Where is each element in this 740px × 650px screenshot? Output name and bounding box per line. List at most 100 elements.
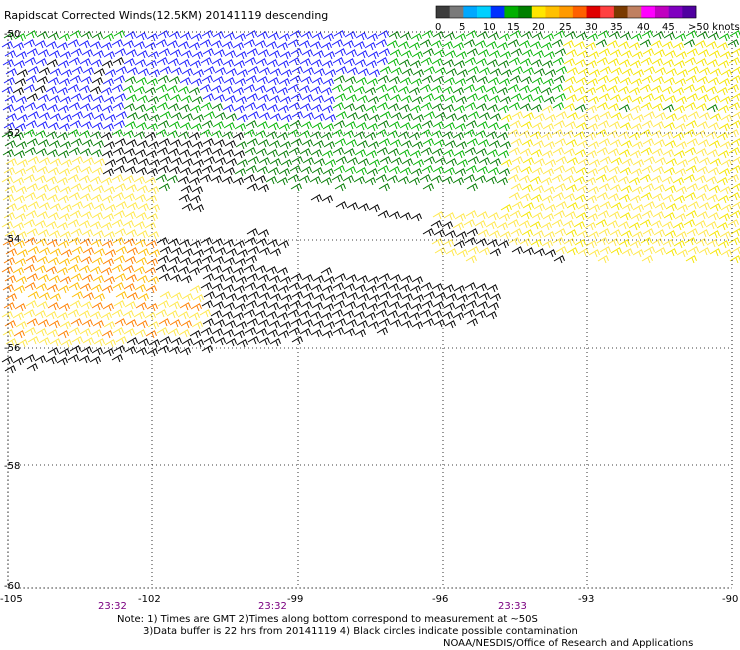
wind-barb [597,30,609,39]
wind-barb [26,318,38,327]
wind-barb [475,238,487,247]
wind-barb [323,276,335,285]
wind-barb [332,147,344,156]
wind-map: -50 -52 -54 -56 -58 -60 -105 -102 -99 -9… [0,29,740,610]
wind-barb [510,48,522,57]
wind-barb [697,139,709,148]
wind-barb [497,105,509,114]
wind-barb [157,30,169,39]
wind-barb [333,300,345,309]
wind-barb [576,230,588,239]
wind-barb [255,103,267,112]
wind-barb [26,228,38,237]
wind-barb [595,39,607,48]
wind-barb [410,303,422,312]
wind-barb [188,177,200,186]
wind-barb [387,283,399,292]
wind-barb [320,312,332,321]
wind-barb [25,210,37,219]
wind-barb [498,123,510,132]
wind-barb [508,57,520,66]
lon-label: -102 [138,594,161,605]
wind-barb [708,185,720,194]
wind-barb [93,203,105,212]
wind-barb [180,185,192,194]
wind-barb [705,221,717,230]
wind-barb [400,140,412,149]
wind-barb [189,240,201,249]
wind-barb [520,166,532,175]
wind-barb [588,249,600,258]
wind-barb [355,32,367,41]
wind-barb [79,283,91,292]
wind-barb [389,319,401,328]
wind-barb [93,338,105,347]
wind-barb [463,84,475,93]
wind-barb [81,49,93,58]
wind-barb [157,345,169,354]
wind-barb [686,183,698,192]
wind-barb [278,168,290,177]
wind-barb [310,149,322,158]
wind-barb [244,327,256,336]
wind-barb [189,105,201,114]
wind-barb [104,69,116,78]
time-label: 23:32 [258,601,287,610]
wind-barb [14,123,26,132]
wind-barb [45,356,57,365]
wind-barb [584,177,596,186]
wind-barb [90,239,102,248]
wind-barb [588,114,600,123]
wind-barb [464,237,476,246]
wind-barb [324,159,336,168]
wind-barb [389,274,401,283]
wind-barb [47,77,59,86]
wind-barb [401,68,413,77]
wind-barb [134,194,146,203]
wind-barb [302,112,314,121]
wind-barb [630,123,642,132]
wind-barb [38,337,50,346]
wind-barb [125,319,137,328]
wind-barb [4,95,16,104]
wind-barb [114,48,126,57]
wind-barb [49,338,61,347]
wind-barb [235,96,247,105]
wind-barb [225,158,237,167]
wind-barb [566,247,578,256]
wind-barb [665,113,677,122]
wind-barb [92,185,104,194]
wind-barb [23,354,35,363]
wind-barb [269,248,281,257]
wind-barb [675,141,687,150]
wind-barb [71,291,83,300]
wind-barb [553,120,565,129]
wind-barb [333,120,345,129]
wind-barb [651,103,663,112]
wind-barb [365,150,377,159]
wind-barb [190,33,202,42]
wind-barb [541,240,553,249]
wind-barb [562,85,574,94]
wind-barb [256,121,268,130]
wind-barb [632,114,644,123]
wind-barb [639,219,651,228]
wind-barb [452,177,464,186]
wind-barb [486,239,498,248]
wind-barb [487,32,499,41]
wind-barb [37,49,49,58]
wind-barb [375,39,387,48]
wind-barb [225,338,237,347]
wind-barb [222,284,234,293]
wind-barb [684,237,696,246]
wind-barb [586,123,598,132]
wind-barb [189,285,201,294]
wind-barb [477,229,489,238]
wind-barb [125,94,137,103]
wind-barb [199,84,211,93]
wind-barb [420,282,432,291]
wind-barb [532,230,544,239]
wind-barb [641,210,653,219]
wind-barb [686,138,698,147]
wind-barb [90,284,102,293]
